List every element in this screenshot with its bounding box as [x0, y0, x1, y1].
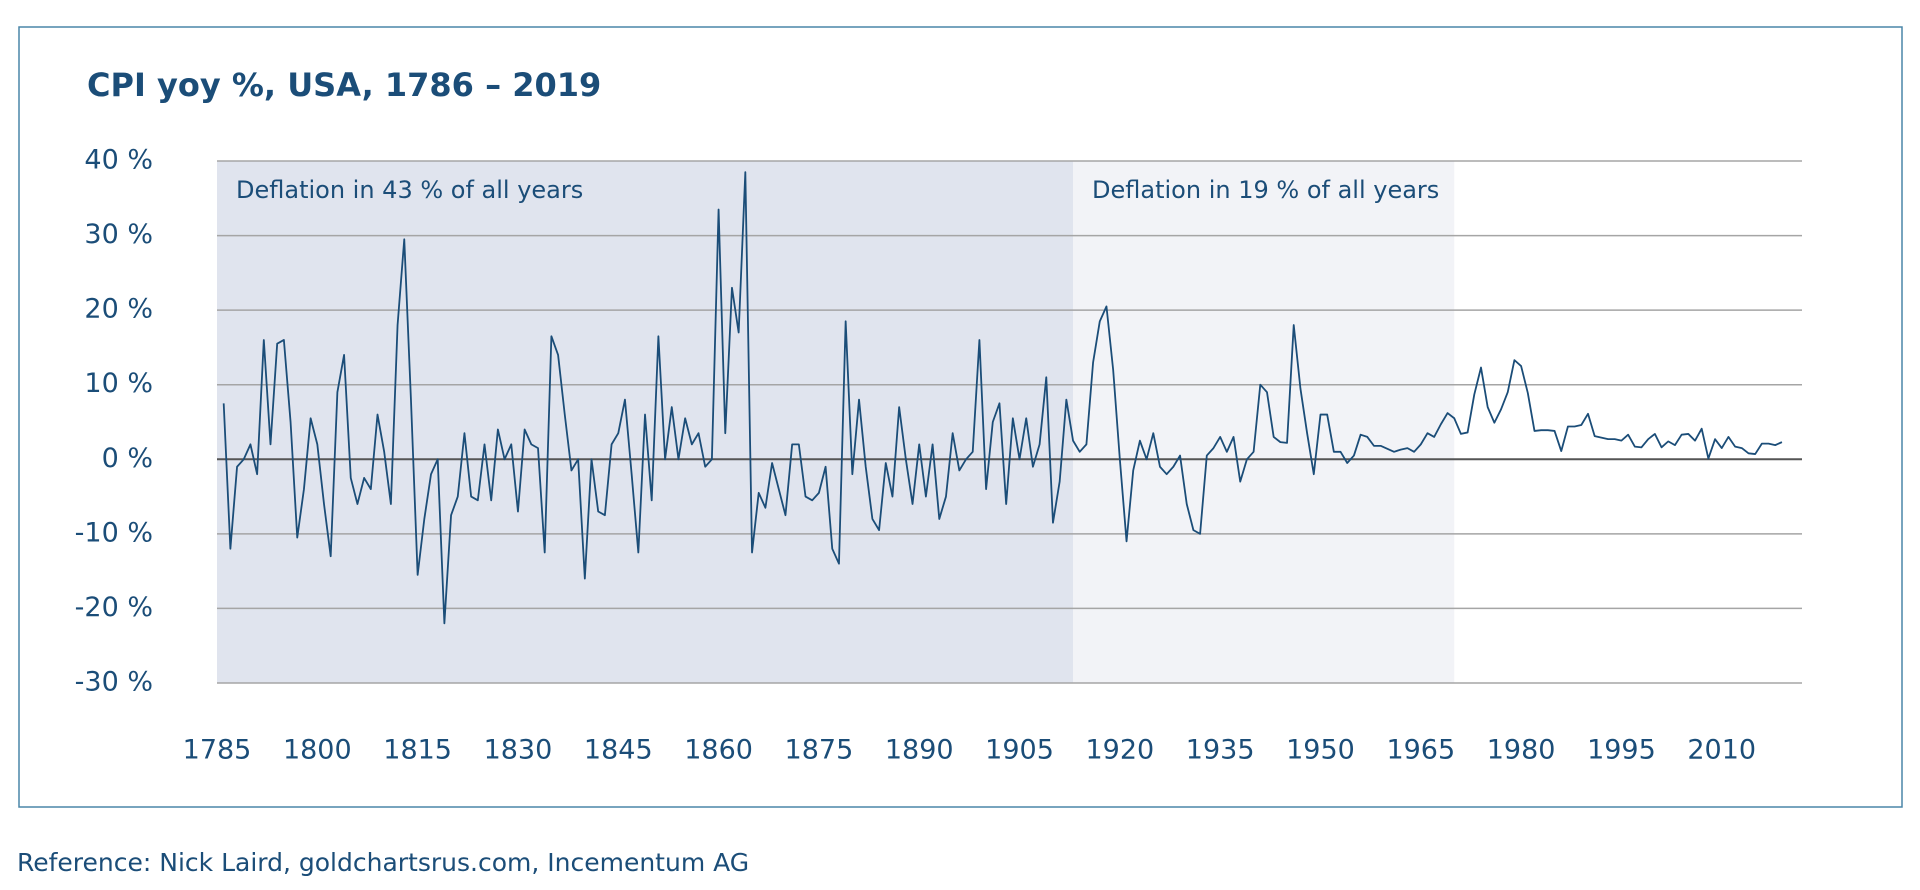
y-tick-label: -10 %	[75, 517, 153, 548]
x-tick-label: 2010	[1687, 735, 1756, 766]
x-tick-label: 1950	[1286, 735, 1355, 766]
y-tick-label: 30 %	[84, 219, 153, 250]
x-tick-label: 1920	[1085, 735, 1154, 766]
x-tick-label: 1800	[283, 735, 352, 766]
y-tick-label: -20 %	[75, 592, 153, 623]
x-tick-label: 1965	[1386, 735, 1455, 766]
y-tick-label: -30 %	[75, 667, 153, 698]
x-tick-label: 1995	[1587, 735, 1656, 766]
cpi-line	[222, 171, 1783, 625]
x-tick-label: 1830	[484, 735, 553, 766]
chart-title: CPI yoy %, USA, 1786 – 2019	[87, 66, 601, 104]
x-tick-label: 1905	[985, 735, 1054, 766]
shaded-region	[1073, 161, 1455, 683]
x-tick-label: 1935	[1186, 735, 1255, 766]
y-tick-label: 10 %	[84, 368, 153, 399]
y-tick-label: 40 %	[84, 145, 153, 176]
y-tick-label: 0 %	[102, 443, 153, 474]
x-tick-label: 1815	[383, 735, 452, 766]
source-note: Reference: Nick Laird, goldchartsrus.com…	[17, 848, 749, 877]
y-tick-label: 20 %	[84, 294, 153, 325]
region-label: Deflation in 43 % of all years	[236, 176, 583, 204]
x-tick-label: 1875	[785, 735, 854, 766]
x-tick-label: 1860	[684, 735, 753, 766]
x-tick-label: 1980	[1487, 735, 1556, 766]
x-tick-label: 1785	[183, 735, 252, 766]
region-label: Deflation in 19 % of all years	[1092, 176, 1439, 204]
x-tick-label: 1890	[885, 735, 954, 766]
x-tick-label: 1845	[584, 735, 653, 766]
